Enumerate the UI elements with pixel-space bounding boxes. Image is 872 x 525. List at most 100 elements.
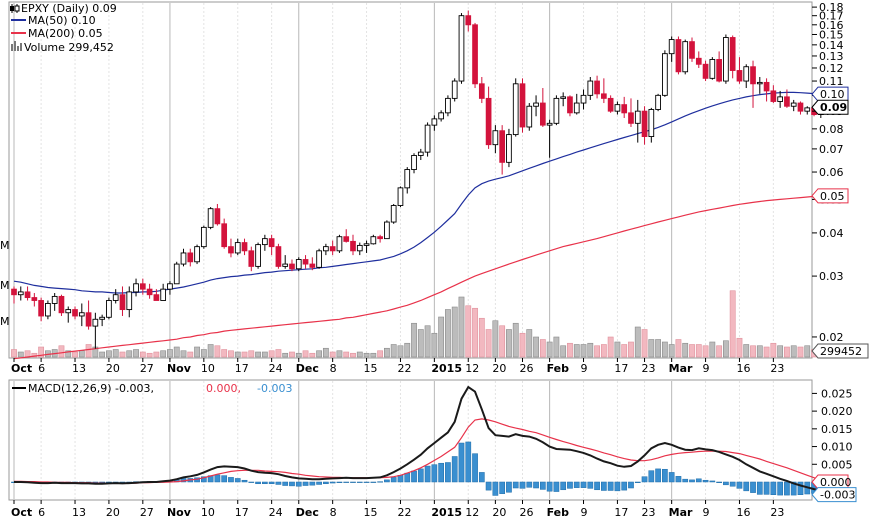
candle-body <box>350 240 356 252</box>
price-legend-label: EPXY (Daily) 0.09 <box>21 2 117 15</box>
macd-x-tick-label: 17 <box>235 506 249 519</box>
macd-histogram-bar <box>743 481 750 492</box>
candle-body <box>675 39 682 73</box>
volume-bar <box>648 339 655 358</box>
candle-body <box>45 303 51 317</box>
candle-body <box>601 93 607 99</box>
macd-histogram-bar <box>689 479 695 483</box>
price-value-tag <box>811 99 849 115</box>
volume-bar <box>17 351 24 358</box>
volume-bar <box>641 329 648 358</box>
price-x-tick-label: 23 <box>642 362 656 375</box>
volume-bar <box>417 329 424 358</box>
volume-bar <box>716 345 723 358</box>
macd-histogram-bar <box>404 472 411 483</box>
macd-x-tick-label: 17 <box>614 506 628 519</box>
macd-histogram-bar <box>587 481 594 489</box>
price-y-tick-label: 0.14 <box>819 39 844 52</box>
macd-x-tick-label: 16 <box>736 506 750 519</box>
macd-histogram-bar <box>424 465 431 483</box>
volume-bar <box>350 352 356 358</box>
price-x-tick-label: 6 <box>38 362 45 375</box>
macd-x-tick-label: 2015 <box>431 506 462 519</box>
candle-body <box>682 41 689 73</box>
volume-bar <box>519 332 526 358</box>
macd-value-label: -0.003 <box>820 489 855 502</box>
volume-bar <box>24 350 31 358</box>
candle-body <box>743 66 750 82</box>
price-x-tick-label: 17 <box>235 362 249 375</box>
volume-bar <box>72 351 78 358</box>
volume-bar <box>180 350 187 358</box>
macd-histogram-bar <box>384 479 390 483</box>
volume-bar <box>492 320 499 358</box>
macd-histogram-bar <box>350 481 356 483</box>
candle-body <box>99 316 105 320</box>
volume-bar <box>411 322 417 358</box>
price-x-tick-label: Dec <box>296 362 319 375</box>
ma200-legend-label: MA(200) 0.05 <box>28 27 103 40</box>
volume-value-tag <box>811 343 869 359</box>
candle-body <box>729 37 736 71</box>
price-x-tick-label: 27 <box>140 362 154 375</box>
volume-bar <box>682 342 689 358</box>
volume-bar <box>438 316 445 358</box>
ma200-series <box>13 195 821 360</box>
volume-bar <box>499 325 506 358</box>
macd-histogram-bar <box>431 464 438 483</box>
volume-bar <box>343 351 350 358</box>
candle-body <box>221 223 228 248</box>
macd-histogram-bar <box>221 475 228 483</box>
volume-bar <box>31 352 38 358</box>
candle-legend-icon <box>10 4 20 13</box>
volume-bar <box>85 344 92 358</box>
candle-body <box>329 246 336 252</box>
macd-y-tick-label: 0.015 <box>821 423 853 436</box>
candle-body <box>573 102 580 114</box>
macd-histogram-bar <box>723 481 729 486</box>
macd-x-tick-label: 9 <box>581 506 588 519</box>
candle-body <box>492 130 499 146</box>
candle-body <box>417 151 424 156</box>
macd-x-tick-label: 6 <box>38 506 45 519</box>
candle-body <box>655 94 661 110</box>
price-x-tick-label: 10 <box>201 362 215 375</box>
macd-histogram-bar <box>512 481 519 489</box>
volume-bar <box>634 326 641 358</box>
volume-bars <box>11 290 824 358</box>
candle-body <box>275 246 282 267</box>
macd-legend: MACD(12,26,9) -0.003, 0.000, -0.003 <box>12 382 292 395</box>
macd-histogram-bar <box>621 481 628 491</box>
volume-bar <box>112 349 119 358</box>
macd-histogram-bar <box>580 481 587 488</box>
candle-body <box>85 312 92 327</box>
volume-bar <box>106 350 112 358</box>
volume-bar <box>709 341 716 358</box>
candle-body <box>228 246 234 254</box>
volume-bar <box>546 341 553 358</box>
macd-histogram-bar <box>451 456 458 483</box>
macd-histogram-bar <box>519 481 526 489</box>
volume-bar <box>200 349 207 358</box>
candle-body <box>445 97 451 114</box>
volume-legend-label: Volume 299,452 <box>24 41 114 54</box>
volume-bar <box>78 350 85 358</box>
price-x-tick-label: 24 <box>269 362 283 375</box>
candle-body <box>38 300 44 317</box>
macd-histogram-bar <box>390 477 397 483</box>
macd-y-tick-label: 0.010 <box>821 441 853 454</box>
volume-bar <box>655 339 661 358</box>
macd-histogram-bar <box>506 481 512 493</box>
candle-body <box>451 80 458 99</box>
volume-bar <box>255 351 261 358</box>
candle-body <box>424 124 431 153</box>
volume-bar <box>784 346 790 358</box>
hist-legend-label: -0.003 <box>257 382 292 395</box>
candle-body <box>106 300 112 318</box>
candle-body <box>411 155 417 171</box>
macd-histogram-bar <box>750 481 756 493</box>
candle-body <box>336 236 343 252</box>
macd-histogram-bar <box>478 472 485 483</box>
macd-histogram-bar <box>262 481 268 485</box>
price-legend: EPXY (Daily) 0.09 MA(50) 0.10 MA(200) 0.… <box>10 2 117 54</box>
